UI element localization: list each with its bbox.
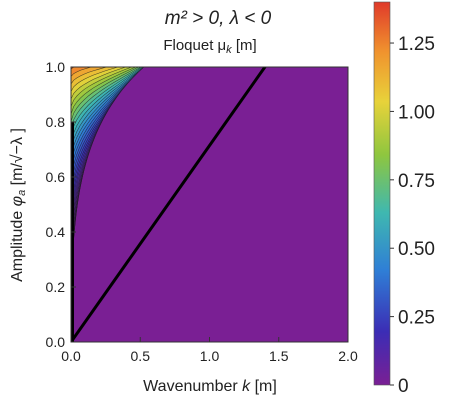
colorbar-ticks: 0 0.25 0.50 0.75 1.00 1.25 <box>390 34 435 397</box>
x-tick-label: 0.0 <box>61 348 81 364</box>
x-tick-label: 2.0 <box>338 348 358 364</box>
colorbar-tick-label: 0 <box>398 376 409 397</box>
contour-band <box>71 67 93 77</box>
x-tick-label: 1.5 <box>269 348 289 364</box>
contour-bands <box>71 53 267 342</box>
y-tick-label: 0.4 <box>46 224 66 240</box>
colorbar-tick-label: 0.50 <box>398 239 435 260</box>
x-axis-label: Wavenumber k [m] <box>143 378 277 395</box>
chart-title: m² > 0, λ < 0 <box>165 8 272 29</box>
y-axis-label: Amplitude φa [m/√−λ ] <box>9 128 28 282</box>
y-tick-label: 0.2 <box>46 279 66 295</box>
plot-area <box>71 53 348 342</box>
y-tick-label: 0.0 <box>46 334 66 350</box>
y-tick-label: 0.6 <box>46 169 66 185</box>
band-boundary-line <box>71 67 267 342</box>
x-axis-ticks: 0.0 0.5 1.0 1.5 2.0 <box>61 337 358 364</box>
y-axis-ticks: 0.0 0.2 0.4 0.6 0.8 1.0 <box>46 59 76 350</box>
colorbar-tick-label: 0.75 <box>398 171 435 192</box>
colorbar-tick-label: 1.00 <box>398 102 435 123</box>
x-tick-label: 0.5 <box>131 348 151 364</box>
colorbar-tick-label: 0.25 <box>398 308 435 329</box>
contour-band <box>71 53 160 61</box>
colorbar <box>373 1 391 386</box>
y-tick-label: 0.8 <box>46 114 66 130</box>
contour-band <box>71 67 108 85</box>
y-tick-label: 1.0 <box>46 59 66 75</box>
colorbar-tick-label: 1.25 <box>398 34 435 55</box>
x-tick-label: 1.0 <box>200 348 220 364</box>
chart-subtitle: Floquet μk [m] <box>163 37 256 56</box>
plot-background <box>71 67 348 342</box>
